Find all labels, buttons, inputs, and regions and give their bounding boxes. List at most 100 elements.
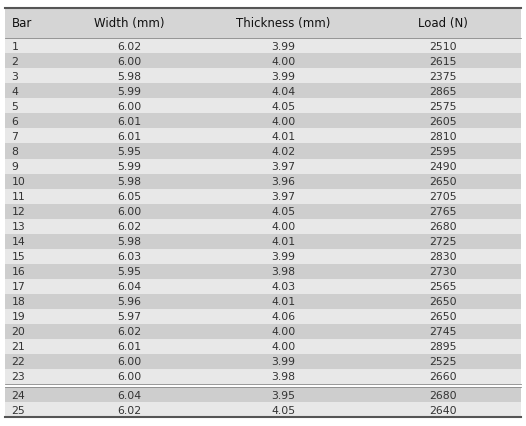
Bar bbox=[5, 9, 521, 39]
Text: 4: 4 bbox=[12, 86, 18, 97]
Text: 23: 23 bbox=[12, 371, 25, 382]
Text: 6.00: 6.00 bbox=[117, 207, 141, 217]
Bar bbox=[5, 264, 521, 279]
Bar bbox=[5, 129, 521, 144]
Text: 5.98: 5.98 bbox=[117, 236, 141, 247]
Text: 2725: 2725 bbox=[430, 236, 457, 247]
Text: 5.97: 5.97 bbox=[117, 311, 141, 322]
Text: 4.00: 4.00 bbox=[271, 57, 296, 67]
Bar bbox=[5, 84, 521, 99]
Text: 2510: 2510 bbox=[430, 42, 457, 52]
Text: 6.02: 6.02 bbox=[117, 405, 141, 415]
Text: 2745: 2745 bbox=[430, 327, 457, 337]
Text: 9: 9 bbox=[12, 161, 18, 172]
Text: 4.03: 4.03 bbox=[271, 282, 296, 292]
Text: 4.01: 4.01 bbox=[271, 236, 296, 247]
Bar bbox=[5, 339, 521, 354]
Bar bbox=[5, 39, 521, 54]
Text: 3.97: 3.97 bbox=[271, 161, 296, 172]
Text: 2705: 2705 bbox=[430, 192, 457, 201]
Bar bbox=[5, 144, 521, 159]
Bar bbox=[5, 354, 521, 369]
Bar bbox=[5, 54, 521, 69]
Text: 6.00: 6.00 bbox=[117, 57, 141, 67]
Text: 22: 22 bbox=[12, 357, 25, 367]
Text: 18: 18 bbox=[12, 296, 25, 307]
Text: 3.99: 3.99 bbox=[271, 252, 296, 262]
Text: 3: 3 bbox=[12, 72, 18, 82]
Bar bbox=[5, 69, 521, 84]
Text: 8: 8 bbox=[12, 147, 18, 157]
Text: Width (mm): Width (mm) bbox=[94, 17, 164, 30]
Text: 4.00: 4.00 bbox=[271, 222, 296, 232]
Text: 13: 13 bbox=[12, 222, 25, 232]
Text: 6.00: 6.00 bbox=[117, 102, 141, 112]
Text: 2595: 2595 bbox=[430, 147, 457, 157]
Bar bbox=[5, 403, 521, 417]
Text: 12: 12 bbox=[12, 207, 25, 217]
Text: 6.02: 6.02 bbox=[117, 327, 141, 337]
Text: 24: 24 bbox=[12, 390, 25, 400]
Text: 2680: 2680 bbox=[430, 222, 457, 232]
Text: 2640: 2640 bbox=[430, 405, 457, 415]
Text: 6.01: 6.01 bbox=[117, 132, 141, 142]
Text: 4.02: 4.02 bbox=[271, 147, 296, 157]
Bar bbox=[5, 294, 521, 309]
Text: 2730: 2730 bbox=[430, 267, 457, 276]
Text: 4.05: 4.05 bbox=[271, 102, 296, 112]
Text: 3.99: 3.99 bbox=[271, 42, 296, 52]
Text: 6: 6 bbox=[12, 117, 18, 127]
Text: 2575: 2575 bbox=[430, 102, 457, 112]
Text: 2650: 2650 bbox=[430, 296, 457, 307]
Text: 2650: 2650 bbox=[430, 177, 457, 187]
Bar bbox=[5, 279, 521, 294]
Text: 5.98: 5.98 bbox=[117, 177, 141, 187]
Text: 2605: 2605 bbox=[430, 117, 457, 127]
Text: 2: 2 bbox=[12, 57, 18, 67]
Text: 5.96: 5.96 bbox=[117, 296, 141, 307]
Text: 2830: 2830 bbox=[430, 252, 457, 262]
Text: 6.01: 6.01 bbox=[117, 342, 141, 351]
Text: 4.01: 4.01 bbox=[271, 132, 296, 142]
Text: 2490: 2490 bbox=[430, 161, 457, 172]
Text: 2660: 2660 bbox=[430, 371, 457, 382]
Text: 3.96: 3.96 bbox=[271, 177, 296, 187]
Text: 6.01: 6.01 bbox=[117, 117, 141, 127]
Text: 4.00: 4.00 bbox=[271, 342, 296, 351]
Text: 2765: 2765 bbox=[430, 207, 457, 217]
Text: 17: 17 bbox=[12, 282, 25, 292]
Text: 4.06: 4.06 bbox=[271, 311, 296, 322]
Text: 25: 25 bbox=[12, 405, 25, 415]
Text: 3.98: 3.98 bbox=[271, 267, 296, 276]
Bar bbox=[5, 309, 521, 324]
Text: 3.99: 3.99 bbox=[271, 357, 296, 367]
Text: 2615: 2615 bbox=[430, 57, 457, 67]
Text: 14: 14 bbox=[12, 236, 25, 247]
Text: 2895: 2895 bbox=[430, 342, 457, 351]
Text: 2565: 2565 bbox=[430, 282, 457, 292]
Text: 5: 5 bbox=[12, 102, 18, 112]
Text: 15: 15 bbox=[12, 252, 25, 262]
Text: Thickness (mm): Thickness (mm) bbox=[236, 17, 331, 30]
Text: 3.98: 3.98 bbox=[271, 371, 296, 382]
Text: 5.98: 5.98 bbox=[117, 72, 141, 82]
Text: 6.04: 6.04 bbox=[117, 282, 141, 292]
Text: 7: 7 bbox=[12, 132, 18, 142]
Text: 2680: 2680 bbox=[430, 390, 457, 400]
Text: 2865: 2865 bbox=[430, 86, 457, 97]
Bar bbox=[5, 369, 521, 384]
Text: Load (N): Load (N) bbox=[419, 17, 468, 30]
Text: 2375: 2375 bbox=[430, 72, 457, 82]
Text: 19: 19 bbox=[12, 311, 25, 322]
Text: 6.00: 6.00 bbox=[117, 357, 141, 367]
Bar bbox=[5, 204, 521, 219]
Text: 2810: 2810 bbox=[430, 132, 457, 142]
Text: 6.05: 6.05 bbox=[117, 192, 141, 201]
Bar bbox=[5, 324, 521, 339]
Text: 20: 20 bbox=[12, 327, 25, 337]
Text: 5.95: 5.95 bbox=[117, 267, 141, 276]
Text: 6.03: 6.03 bbox=[117, 252, 141, 262]
Bar bbox=[5, 219, 521, 234]
Text: 5.99: 5.99 bbox=[117, 86, 141, 97]
Text: 11: 11 bbox=[12, 192, 25, 201]
